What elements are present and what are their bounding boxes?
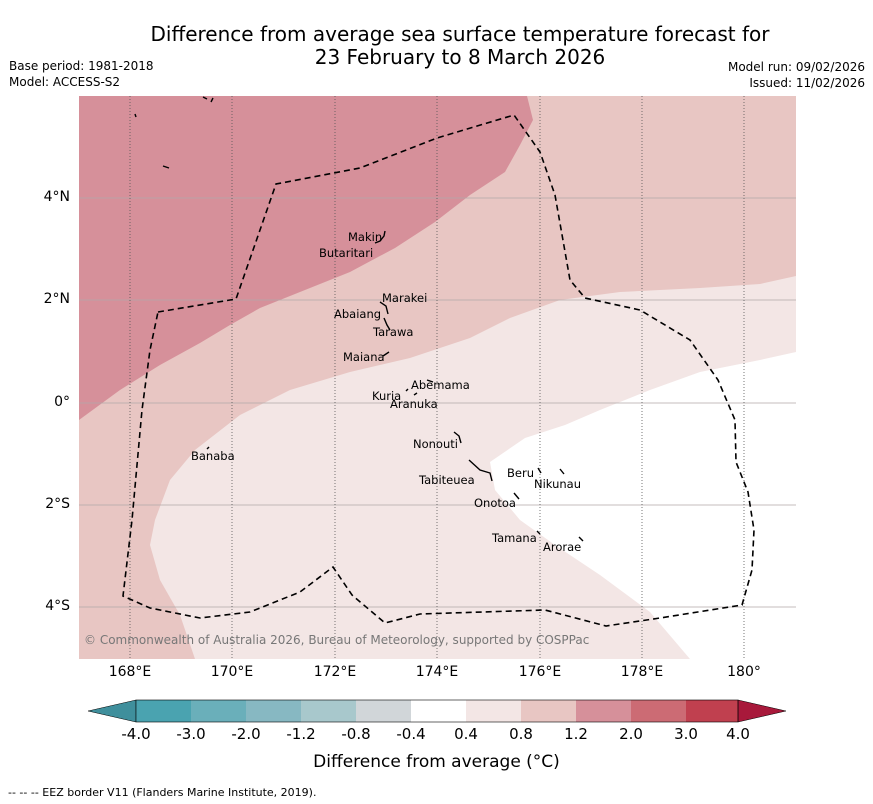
colorbar-segment [246, 700, 301, 722]
label-nonouti: Nonouti [413, 437, 458, 451]
label-beru: Beru [507, 466, 534, 480]
colorbar-tick: 4.0 [726, 725, 750, 743]
eez-legend-footer: -- -- -- EEZ border V11 (Flanders Marine… [8, 786, 317, 799]
colorbar-tick: 0.4 [454, 725, 478, 743]
model-name: Model: ACCESS-S2 [9, 75, 121, 89]
colorbar-tick: 0.8 [509, 725, 533, 743]
colorbar-tick: -2.0 [231, 725, 261, 743]
lon-tick: 176°E [518, 664, 562, 680]
colorbar-segment [301, 700, 356, 722]
colorbar-label: Difference from average (°C) [313, 752, 560, 772]
colorbar-segment [356, 700, 411, 722]
colorbar-max-arrow [737, 699, 787, 723]
colorbar-segment [136, 700, 191, 722]
lat-tick: 0° [54, 394, 70, 410]
colorbar-segment [576, 700, 631, 722]
label-abaiang: Abaiang [334, 307, 381, 321]
colorbar-tick: -3.0 [176, 725, 206, 743]
colorbar-segment [191, 700, 246, 722]
lon-tick: 178°E [620, 664, 664, 680]
colorbar-tick: -0.8 [341, 725, 371, 743]
label-banaba: Banaba [191, 449, 235, 463]
lon-tick: 174°E [415, 664, 459, 680]
title-line-2: 23 February to 8 March 2026 [314, 45, 606, 69]
issued-date: Issued: 11/02/2026 [749, 76, 865, 90]
colorbar [87, 699, 787, 723]
colorbar-tick: 1.2 [564, 725, 588, 743]
colorbar-segment [466, 700, 521, 722]
label-marakei: Marakei [382, 291, 427, 305]
lon-tick: 172°E [313, 664, 357, 680]
band-neutral [490, 352, 796, 659]
colorbar-tick: -4.0 [121, 725, 151, 743]
colorbar-segment [411, 700, 466, 722]
label-arorae: Arorae [543, 540, 581, 554]
lat-tick: 2°N [43, 291, 70, 307]
lon-gridlines [129, 96, 745, 659]
label-onotoa: Onotoa [474, 496, 516, 510]
colorbar-tick: -0.4 [396, 725, 426, 743]
label-tarawa: Tarawa [372, 325, 413, 339]
label-kuria: Kuria [372, 389, 401, 403]
label-abemama: Abemama [411, 378, 470, 392]
colorbar-tick: 2.0 [619, 725, 643, 743]
colorbar-min-arrow [87, 699, 137, 723]
colorbar-segment [521, 700, 576, 722]
label-aranuka: Aranuka [390, 397, 438, 411]
lon-tick: 168°E [108, 664, 152, 680]
label-tamana: Tamana [491, 531, 537, 545]
lon-tick: 170°E [210, 664, 254, 680]
band-1-2-to-2-0 [79, 96, 533, 420]
lat-tick: 4°N [43, 189, 70, 205]
label-maiana: Maiana [343, 350, 385, 364]
colorbar-tick: 3.0 [674, 725, 698, 743]
colorbar-segment [631, 700, 686, 722]
lon-tick: 180° [727, 664, 761, 680]
model-run: Model run: 09/02/2026 [727, 60, 865, 74]
copyright-credit: © Commonwealth of Australia 2026, Bureau… [84, 633, 590, 647]
label-butaritari: Butaritari [319, 246, 373, 260]
title-line-1: Difference from average sea surface temp… [150, 22, 770, 46]
base-period: Base period: 1981-2018 [9, 59, 154, 73]
lat-tick: 4°S [45, 598, 70, 614]
label-makin: Makin [348, 230, 382, 244]
colorbar-tick: -1.2 [286, 725, 316, 743]
label-tabiteuea: Tabiteuea [418, 473, 475, 487]
lat-tick: 2°S [45, 496, 70, 512]
island-markers [134, 96, 584, 542]
label-nikunau: Nikunau [534, 477, 581, 491]
colorbar-segment [686, 700, 738, 722]
lat-gridlines [79, 197, 796, 608]
